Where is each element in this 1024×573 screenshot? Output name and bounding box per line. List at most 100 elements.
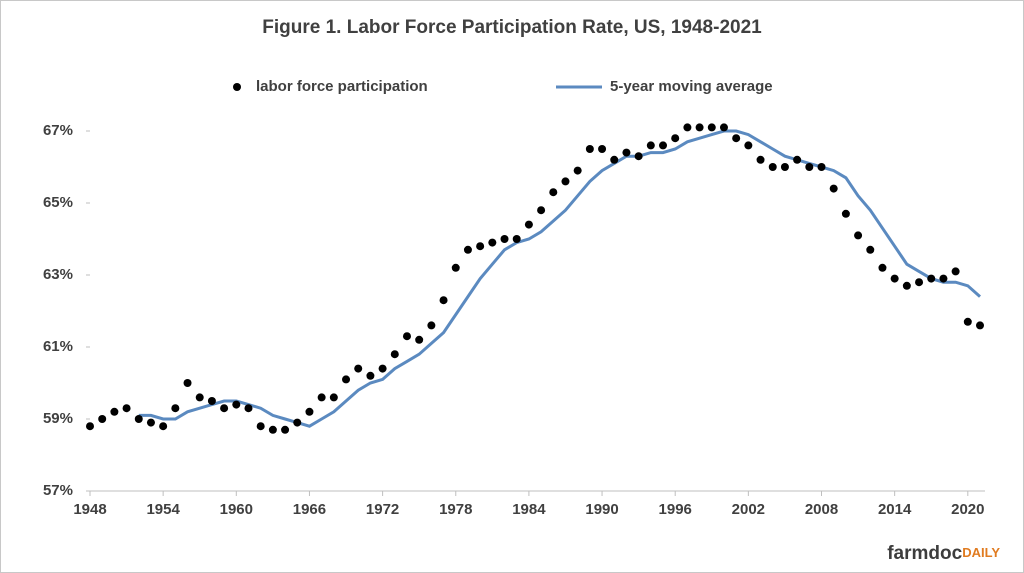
data-point xyxy=(439,296,448,305)
data-point xyxy=(463,245,472,254)
data-point xyxy=(744,141,753,150)
x-tick-label: 1960 xyxy=(220,501,253,518)
data-point xyxy=(866,245,875,254)
data-point xyxy=(244,404,253,413)
data-point xyxy=(281,425,290,434)
data-point xyxy=(646,141,655,150)
data-point xyxy=(549,188,558,197)
data-point xyxy=(110,407,119,416)
x-tick-label: 2002 xyxy=(732,501,765,518)
data-point xyxy=(86,422,94,431)
data-point xyxy=(963,317,972,326)
data-point xyxy=(207,397,216,405)
data-point xyxy=(634,152,643,161)
brand: farmdoc xyxy=(887,543,962,564)
data-point xyxy=(390,350,399,359)
data-point xyxy=(854,231,863,240)
data-point xyxy=(902,281,911,290)
x-tick-label: 1948 xyxy=(73,501,106,518)
data-point xyxy=(146,418,155,427)
y-tick-label: 65% xyxy=(43,194,73,211)
data-point xyxy=(366,371,375,380)
data-point xyxy=(98,415,107,423)
x-tick-label: 2008 xyxy=(805,501,838,518)
legend-swatch xyxy=(233,83,241,91)
data-point xyxy=(878,263,887,272)
y-tick-label: 67% xyxy=(43,122,73,139)
data-point xyxy=(976,321,984,330)
x-tick-label: 1966 xyxy=(293,501,326,518)
data-point xyxy=(134,415,143,423)
data-point xyxy=(268,425,277,434)
data-point xyxy=(524,220,533,229)
data-point xyxy=(829,184,838,193)
legend-label: labor force participation xyxy=(256,78,428,95)
y-tick-label: 63% xyxy=(43,266,73,283)
data-point xyxy=(719,123,728,132)
data-point xyxy=(512,235,521,243)
data-point xyxy=(683,123,692,132)
data-point xyxy=(890,274,899,283)
y-tick-label: 61% xyxy=(43,338,73,355)
data-point xyxy=(122,404,131,413)
data-point xyxy=(598,145,607,153)
data-point xyxy=(610,155,619,164)
x-tick-label: 1954 xyxy=(146,501,180,518)
chart-title: Figure 1. Labor Force Participation Rate… xyxy=(262,17,762,38)
data-point xyxy=(915,278,924,287)
data-point xyxy=(622,148,631,157)
x-tick-label: 1978 xyxy=(439,501,472,518)
y-tick-label: 57% xyxy=(43,482,73,499)
data-point xyxy=(732,134,741,143)
x-tick-label: 1990 xyxy=(585,501,618,518)
data-point xyxy=(293,418,302,427)
data-point xyxy=(402,332,411,341)
data-point xyxy=(585,145,594,153)
data-point xyxy=(805,163,814,171)
brand-suffix: DAILY xyxy=(962,545,1000,560)
data-point xyxy=(939,274,948,283)
data-point xyxy=(317,393,326,402)
data-point xyxy=(451,263,460,272)
x-tick-label: 2020 xyxy=(951,501,984,518)
source-logo: farmdocDAILY xyxy=(887,543,1000,564)
data-point xyxy=(427,321,436,330)
data-point xyxy=(841,209,850,218)
data-point xyxy=(256,422,265,431)
x-tick-label: 1984 xyxy=(512,501,546,518)
y-tick-label: 59% xyxy=(43,410,73,427)
data-point xyxy=(159,422,168,431)
data-point xyxy=(488,238,497,247)
data-point xyxy=(342,375,351,384)
data-point xyxy=(220,404,229,413)
data-point xyxy=(537,206,546,215)
data-point xyxy=(927,274,936,283)
legend-label: 5-year moving average xyxy=(610,78,773,95)
data-point xyxy=(415,335,424,344)
data-point xyxy=(561,177,570,186)
data-point xyxy=(329,393,338,402)
data-point xyxy=(476,242,485,251)
data-point xyxy=(171,404,180,413)
data-point xyxy=(659,141,668,150)
data-point xyxy=(780,163,789,171)
data-point xyxy=(793,155,802,164)
data-point xyxy=(695,123,704,132)
data-point xyxy=(768,163,777,171)
data-point xyxy=(756,155,765,164)
x-tick-label: 1996 xyxy=(659,501,692,518)
data-point xyxy=(671,134,680,143)
data-point xyxy=(183,379,192,387)
data-point xyxy=(378,364,387,373)
series-line xyxy=(138,129,981,428)
data-point xyxy=(951,267,960,276)
data-point xyxy=(305,407,314,416)
data-point xyxy=(817,163,826,171)
data-point xyxy=(707,123,716,132)
data-point xyxy=(232,400,241,409)
data-point xyxy=(500,235,509,243)
data-point xyxy=(573,166,582,175)
data-point xyxy=(195,393,204,402)
